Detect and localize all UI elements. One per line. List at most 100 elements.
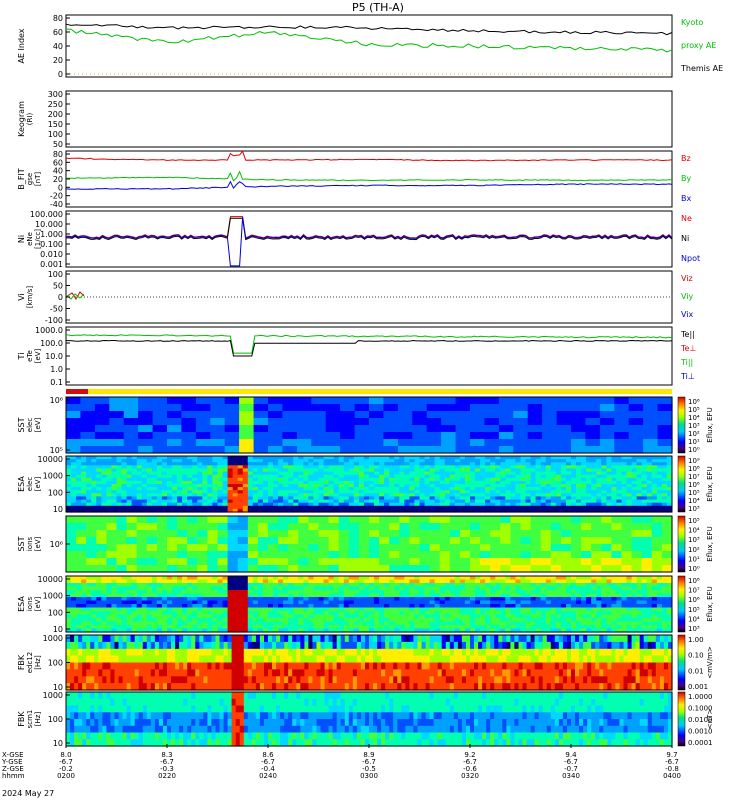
- spectrogram-cell: [192, 505, 198, 510]
- spectrogram-cell: [527, 425, 543, 433]
- spectrogram-cell: [167, 404, 182, 412]
- spectrogram-cell: [71, 508, 77, 513]
- spectrogram-cell: [187, 586, 193, 591]
- spectrogram-cell: [631, 474, 638, 479]
- spectrogram-cell: [227, 600, 234, 605]
- spectrogram-cell: [540, 600, 547, 605]
- spectrogram-cell: [542, 446, 558, 454]
- spectrogram-cell: [606, 628, 612, 633]
- spectrogram-cell: [628, 397, 644, 405]
- spectrogram-cell: [651, 625, 658, 630]
- spectrogram-cell: [66, 446, 81, 454]
- spectrogram-cell: [571, 404, 586, 412]
- spectrogram-cell: [369, 618, 375, 623]
- spectrogram-cell: [66, 607, 72, 612]
- spectrogram-cell: [459, 496, 466, 501]
- spectrogram-cell: [90, 683, 95, 691]
- spectrogram-cell: [328, 465, 335, 469]
- spectrogram-cell: [500, 544, 511, 552]
- spectrogram-cell: [91, 618, 97, 623]
- spectrogram-cell: [404, 508, 410, 513]
- spectrogram-cell: [161, 590, 168, 595]
- spectrogram-cell: [192, 618, 198, 623]
- spectrogram-cell: [596, 459, 602, 463]
- spectrogram-cell: [399, 456, 405, 460]
- spectrogram-cell: [239, 446, 255, 454]
- spectrogram-cell: [268, 523, 279, 531]
- spectrogram-cell: [126, 586, 133, 591]
- spectrogram-cell: [545, 590, 552, 595]
- spectrogram-cell: [156, 523, 168, 531]
- spectrogram-cell: [101, 583, 107, 588]
- spectrogram-cell: [510, 502, 516, 507]
- spectrogram-cell: [101, 502, 107, 507]
- spectrogram-cell: [311, 432, 327, 440]
- spectrogram-cell: [404, 600, 410, 605]
- spectrogram-cell: [247, 516, 259, 524]
- spectrogram-cell: [383, 411, 399, 419]
- spectrogram-cell: [71, 583, 77, 588]
- spectrogram-cell: [313, 579, 319, 584]
- spectrogram-cell: [156, 456, 163, 460]
- spectrogram-cell: [363, 628, 370, 633]
- spectrogram-cell: [86, 530, 97, 538]
- spectrogram-cell: [412, 404, 428, 412]
- spectrogram-cell: [661, 618, 668, 623]
- spectrogram-cell: [262, 586, 269, 591]
- spectrogram-cell: [161, 490, 168, 494]
- spectrogram-cell: [599, 404, 615, 412]
- spectrogram-cell: [454, 459, 461, 463]
- spectrogram-cell: [510, 508, 516, 513]
- spectrogram-cell: [96, 456, 102, 460]
- spectrogram-cell: [252, 628, 259, 633]
- spectrogram-cell: [444, 621, 451, 626]
- panel-frame-ae: [65, 14, 673, 78]
- spectrogram-cell: [646, 505, 653, 510]
- spectrogram-cell: [353, 625, 360, 630]
- spectrogram-cell: [542, 418, 558, 426]
- spectrogram-cell: [641, 558, 653, 566]
- spectrogram-cell: [429, 597, 436, 602]
- spectrogram-cell: [96, 474, 102, 479]
- spectrogram-cell: [333, 618, 340, 623]
- spectrogram-cell: [530, 490, 537, 494]
- spectrogram-cell: [424, 621, 431, 626]
- spectrogram-cell: [161, 487, 168, 491]
- spectrogram-cell: [596, 505, 602, 510]
- spectrogram-cell: [414, 583, 420, 588]
- spectrogram-cell: [177, 628, 183, 633]
- spectrogram-cell: [195, 411, 211, 419]
- spectrogram-cell: [167, 565, 178, 573]
- spectrogram-cell: [116, 558, 128, 566]
- spectrogram-cell: [138, 418, 154, 426]
- spectrogram-cell: [278, 487, 284, 491]
- spectrogram-cell: [540, 462, 547, 466]
- spectrogram-cell: [374, 468, 380, 473]
- spectrogram-cell: [459, 505, 466, 510]
- spectrogram-cell: [454, 586, 461, 591]
- spectrogram-cell: [394, 493, 400, 497]
- spectrogram-cell: [273, 474, 279, 479]
- spectrogram-cell: [434, 477, 441, 482]
- spectrogram-cell: [354, 404, 370, 412]
- spectrogram-cell: [591, 625, 597, 630]
- spectrogram-cell: [540, 618, 547, 623]
- spectrogram-cell: [172, 618, 178, 623]
- spectrogram-cell: [197, 625, 203, 630]
- spectrogram-cell: [429, 537, 441, 545]
- spectrogram-cell: [599, 439, 615, 447]
- spectrogram-cell: [611, 544, 623, 552]
- spectrogram-cell: [136, 604, 143, 609]
- spectrogram-cell: [338, 600, 345, 605]
- spectrogram-cell: [601, 523, 612, 531]
- spectrogram-cell: [217, 468, 224, 473]
- spectrogram-cell: [646, 474, 653, 479]
- spectrogram-cell: [232, 493, 239, 497]
- spectrogram-cell: [475, 625, 481, 630]
- spectrogram-cell: [333, 490, 340, 494]
- spectrogram-cell: [70, 641, 75, 650]
- spectrogram-cell: [636, 614, 643, 619]
- spectrogram-cell: [581, 465, 587, 469]
- spectrogram-cell: [192, 628, 198, 633]
- spectrogram-cell: [505, 576, 511, 581]
